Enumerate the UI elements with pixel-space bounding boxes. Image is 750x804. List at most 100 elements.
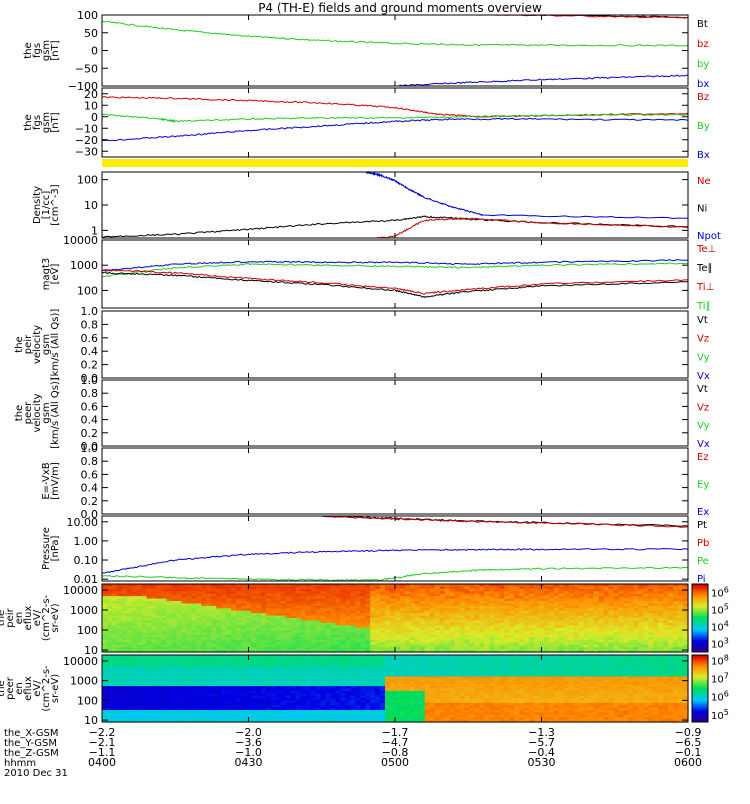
ytick-label: 10.00 xyxy=(67,516,99,529)
legend: Te⊥ Te∥ Ti⊥ Ti∥ xyxy=(696,244,716,312)
ytick-label: 0.4 xyxy=(81,414,99,427)
ytick-label: 100 xyxy=(77,284,98,297)
panel-frame xyxy=(102,516,688,581)
legend-entry: Vy xyxy=(697,421,710,432)
figure-title: P4 (TH-E) fields and ground moments over… xyxy=(258,1,542,15)
ytick-label: 10 xyxy=(84,199,98,212)
legend-entry: Te∥ xyxy=(696,263,713,274)
legend-entry: bx xyxy=(697,79,709,90)
ylabel: Density[1/cc][cm^-3] xyxy=(32,184,61,225)
legend: Ne Ni Npot xyxy=(697,176,721,242)
legend-entry: bz xyxy=(697,39,709,50)
colorbar-tick-label: 105 xyxy=(711,603,729,617)
ytick-label: 0.6 xyxy=(81,332,99,345)
ytick-label: 0.4 xyxy=(81,482,99,495)
ytick-label: 0.6 xyxy=(81,400,99,413)
legend-entry: Ez xyxy=(697,452,709,463)
ytick-label: −30 xyxy=(75,145,98,158)
ytick-label: 0.8 xyxy=(81,318,99,331)
ytick-label: 50 xyxy=(84,27,98,40)
legend-entry: Ti∥ xyxy=(696,301,711,312)
panel-peer_eflux: 10810710610510000100010010thepeereneflux… xyxy=(0,653,729,727)
panel-peir_eflux: 10610510410310000100010010thepeireneflux… xyxy=(0,584,729,657)
ytick-label: 0.2 xyxy=(81,359,99,372)
series-Pi xyxy=(102,549,688,573)
legend-entry: Pb xyxy=(697,538,709,549)
legend-entry: Bx xyxy=(697,150,710,161)
ytick-label: 100 xyxy=(77,174,98,187)
ytick-label: 0 xyxy=(91,45,98,58)
ytick-label: 1.0 xyxy=(81,442,99,455)
legend-entry: Vz xyxy=(697,334,709,345)
legend-entry: By xyxy=(697,121,710,132)
ytick-label: 0.4 xyxy=(81,345,99,358)
series-Ti xyxy=(102,260,688,271)
heatmap-cells xyxy=(102,655,689,723)
series-Te∥ xyxy=(102,272,688,297)
legend-entry: Vy xyxy=(697,352,710,363)
panel-frame xyxy=(102,172,688,238)
ytick-label: 0.2 xyxy=(81,427,99,440)
ytick-label: 0.2 xyxy=(81,495,99,508)
ylabel: thepeervelocitygsm[km/s (All Qs)] xyxy=(14,377,61,449)
ylabel: E=-VxB[mV/m] xyxy=(41,462,61,500)
ylabel: thefgsgsm[nT] xyxy=(23,112,61,133)
heatmap-cells xyxy=(102,584,689,653)
legend-entry: Bt xyxy=(697,19,708,30)
panel-peer_velocity: VtVzVyVx1.00.80.60.40.20.0thepeervelocit… xyxy=(14,374,710,453)
legend-entry: Ni xyxy=(697,204,707,215)
ytick-label: 1.00 xyxy=(74,535,99,548)
ytick-label: 100 xyxy=(77,624,98,637)
series-Bx xyxy=(102,118,688,140)
legend-entry: Vx xyxy=(697,371,710,382)
ytick-label: 1.0 xyxy=(81,374,99,387)
panel-peir_velocity: VtVzVyVx1.00.80.60.40.20.0thepeirvelocit… xyxy=(14,305,710,385)
legend-entry: Ex xyxy=(697,507,709,518)
legend-entry: Te⊥ xyxy=(696,244,716,255)
legend-entry: Ti⊥ xyxy=(696,282,714,293)
legend-entry: Ne xyxy=(697,176,711,187)
ylabel: magt3[eV] xyxy=(41,258,61,291)
ylabel: thepeirenefluxeV/(cm^2-s-sr-eV) xyxy=(0,594,61,641)
legend-entry: Ey xyxy=(697,480,709,491)
ytick-label: 0.8 xyxy=(81,455,99,468)
ylabel: Pressure[nPa] xyxy=(41,527,61,570)
colorbar-tick-label: 103 xyxy=(711,637,729,651)
panel-frame xyxy=(102,15,688,86)
ytick-label: 0.10 xyxy=(74,554,99,567)
ytick-label: 1.0 xyxy=(81,305,99,318)
colorbar-tick-label: 104 xyxy=(711,620,729,634)
legend-entry: Vt xyxy=(697,384,708,395)
ytick-label: 10000 xyxy=(63,234,98,247)
legend-entry: Npot xyxy=(697,231,721,242)
panel-frame xyxy=(102,448,688,514)
ytick-label: 1000 xyxy=(70,604,98,617)
ylabel: thepeirvelocitygsm[km/s (All Qs)] xyxy=(14,309,61,381)
legend: Ez Ey Ex xyxy=(697,452,709,518)
series-Npot xyxy=(366,172,688,219)
ytick-label: 0.8 xyxy=(81,387,99,400)
panel-frame xyxy=(102,311,688,378)
legend-entry: Pt xyxy=(697,520,707,531)
series-Ti∥ xyxy=(102,263,688,277)
legend-entry: by xyxy=(697,59,709,70)
ytick-label: 100 xyxy=(77,9,98,22)
ylabel: thefgsgsm[nT] xyxy=(23,40,61,61)
colorbar-tick-label: 106 xyxy=(711,586,729,600)
panel-frame xyxy=(102,88,688,157)
series-Bz xyxy=(102,97,688,118)
panel-frame xyxy=(102,380,688,446)
series-by xyxy=(102,22,688,47)
